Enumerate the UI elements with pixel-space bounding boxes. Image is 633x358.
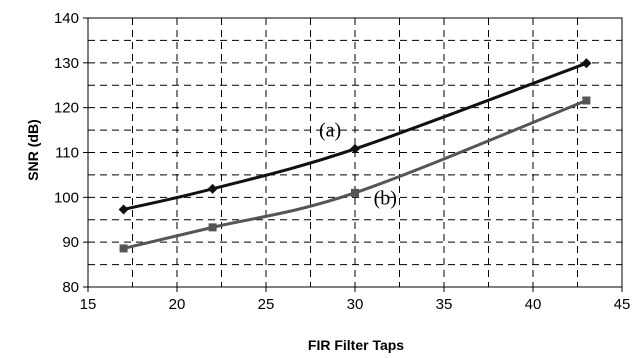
- series-line: [123, 99, 587, 250]
- labels-layer: (a) (b): [319, 119, 397, 209]
- grid: [88, 18, 622, 287]
- series-b: [119, 96, 591, 253]
- x-tick-label: 15: [80, 296, 97, 313]
- series-layer: [118, 58, 592, 253]
- axes: 15 20 25 30 35 40 45 80 90 100 110 120 130 140: [54, 10, 630, 313]
- y-tick-label: 120: [54, 100, 79, 117]
- y-axis-title: SNR (dB): [25, 119, 41, 180]
- data-point: [208, 223, 217, 232]
- y-tick-label: 140: [54, 10, 79, 27]
- data-point: [207, 183, 218, 194]
- y-tick-label: 80: [62, 279, 79, 296]
- data-point: [119, 244, 128, 253]
- y-tick-label: 130: [54, 55, 79, 72]
- x-tick-label: 40: [525, 296, 542, 313]
- y-tick-label: 110: [55, 145, 79, 162]
- x-tick-label: 45: [614, 296, 631, 313]
- data-point: [118, 204, 129, 215]
- data-point: [350, 143, 360, 154]
- x-tick-label: 20: [169, 296, 186, 313]
- y-tick-label: 90: [62, 234, 79, 251]
- data-point: [351, 188, 359, 197]
- x-tick-label: 30: [347, 296, 364, 313]
- x-tick-label: 25: [258, 296, 275, 313]
- series-label-a: (a): [319, 119, 341, 141]
- data-point: [582, 96, 591, 105]
- series-a: [118, 58, 592, 215]
- x-axis-title: FIR Filter Taps: [308, 337, 404, 353]
- y-tick-label: 100: [54, 189, 79, 206]
- series-line: [123, 61, 587, 211]
- series-label-b: (b): [374, 188, 397, 210]
- x-tick-label: 35: [436, 296, 453, 313]
- data-point: [581, 58, 592, 69]
